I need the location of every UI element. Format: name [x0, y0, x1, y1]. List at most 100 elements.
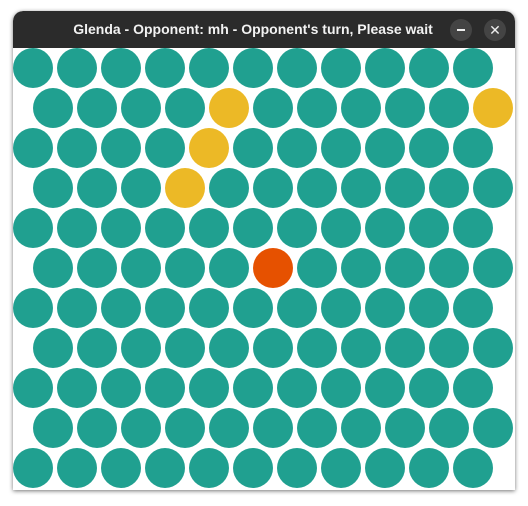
board-cell[interactable] [385, 88, 425, 128]
blocked-cell[interactable] [165, 168, 205, 208]
board-cell[interactable] [409, 288, 449, 328]
glenda-piece[interactable] [253, 248, 293, 288]
board-cell[interactable] [385, 408, 425, 448]
board-cell[interactable] [473, 248, 513, 288]
board-cell[interactable] [365, 208, 405, 248]
board-cell[interactable] [341, 248, 381, 288]
board-cell[interactable] [365, 128, 405, 168]
board-cell[interactable] [341, 408, 381, 448]
minimize-button[interactable] [450, 19, 472, 41]
board-cell[interactable] [57, 448, 97, 488]
board-cell[interactable] [233, 128, 273, 168]
board-cell[interactable] [253, 88, 293, 128]
board-cell[interactable] [121, 168, 161, 208]
board-cell[interactable] [57, 48, 97, 88]
board-cell[interactable] [321, 448, 361, 488]
board-cell[interactable] [453, 208, 493, 248]
board-cell[interactable] [297, 168, 337, 208]
board-cell[interactable] [429, 248, 469, 288]
board-cell[interactable] [321, 208, 361, 248]
blocked-cell[interactable] [209, 88, 249, 128]
board-cell[interactable] [145, 128, 185, 168]
board-cell[interactable] [453, 48, 493, 88]
board-cell[interactable] [409, 128, 449, 168]
board-cell[interactable] [13, 448, 53, 488]
board-cell[interactable] [277, 128, 317, 168]
board-cell[interactable] [277, 368, 317, 408]
board-cell[interactable] [101, 448, 141, 488]
board-cell[interactable] [473, 328, 513, 368]
board-cell[interactable] [365, 48, 405, 88]
board-cell[interactable] [33, 168, 73, 208]
board-cell[interactable] [33, 328, 73, 368]
board-cell[interactable] [297, 408, 337, 448]
board-cell[interactable] [429, 328, 469, 368]
board-cell[interactable] [297, 248, 337, 288]
board-cell[interactable] [145, 208, 185, 248]
board-cell[interactable] [57, 368, 97, 408]
board-cell[interactable] [101, 288, 141, 328]
board-cell[interactable] [409, 48, 449, 88]
board-cell[interactable] [297, 328, 337, 368]
board-cell[interactable] [145, 368, 185, 408]
board-cell[interactable] [101, 128, 141, 168]
board-cell[interactable] [277, 48, 317, 88]
board-cell[interactable] [33, 88, 73, 128]
board-cell[interactable] [121, 328, 161, 368]
board-cell[interactable] [233, 288, 273, 328]
board-cell[interactable] [77, 248, 117, 288]
board-cell[interactable] [57, 128, 97, 168]
board-cell[interactable] [253, 408, 293, 448]
board-cell[interactable] [429, 88, 469, 128]
board-cell[interactable] [473, 168, 513, 208]
board-cell[interactable] [189, 48, 229, 88]
board-cell[interactable] [233, 368, 273, 408]
board-cell[interactable] [365, 448, 405, 488]
board-cell[interactable] [145, 448, 185, 488]
board-cell[interactable] [385, 168, 425, 208]
board-cell[interactable] [57, 208, 97, 248]
board-cell[interactable] [77, 88, 117, 128]
board-cell[interactable] [341, 168, 381, 208]
board-cell[interactable] [145, 288, 185, 328]
board-cell[interactable] [165, 88, 205, 128]
board-cell[interactable] [321, 368, 361, 408]
board-cell[interactable] [453, 128, 493, 168]
board-cell[interactable] [101, 208, 141, 248]
board-cell[interactable] [365, 288, 405, 328]
board-cell[interactable] [101, 48, 141, 88]
board-cell[interactable] [77, 328, 117, 368]
board-cell[interactable] [341, 328, 381, 368]
board-cell[interactable] [473, 408, 513, 448]
blocked-cell[interactable] [189, 128, 229, 168]
board-cell[interactable] [121, 408, 161, 448]
board-cell[interactable] [409, 448, 449, 488]
board-cell[interactable] [77, 168, 117, 208]
board-cell[interactable] [13, 288, 53, 328]
board-cell[interactable] [165, 328, 205, 368]
board-cell[interactable] [409, 208, 449, 248]
board-cell[interactable] [429, 408, 469, 448]
blocked-cell[interactable] [473, 88, 513, 128]
board-cell[interactable] [409, 368, 449, 408]
board-cell[interactable] [209, 168, 249, 208]
board-cell[interactable] [233, 448, 273, 488]
board-cell[interactable] [453, 288, 493, 328]
board-cell[interactable] [277, 288, 317, 328]
board-cell[interactable] [453, 368, 493, 408]
board-cell[interactable] [121, 88, 161, 128]
board-cell[interactable] [253, 328, 293, 368]
board-cell[interactable] [341, 88, 381, 128]
board-cell[interactable] [209, 328, 249, 368]
board-cell[interactable] [145, 48, 185, 88]
board-cell[interactable] [233, 208, 273, 248]
board-cell[interactable] [209, 408, 249, 448]
board-cell[interactable] [165, 248, 205, 288]
board-cell[interactable] [13, 48, 53, 88]
board-cell[interactable] [453, 448, 493, 488]
board-cell[interactable] [429, 168, 469, 208]
board-cell[interactable] [13, 128, 53, 168]
board-cell[interactable] [77, 408, 117, 448]
board-cell[interactable] [321, 48, 361, 88]
board-cell[interactable] [13, 208, 53, 248]
